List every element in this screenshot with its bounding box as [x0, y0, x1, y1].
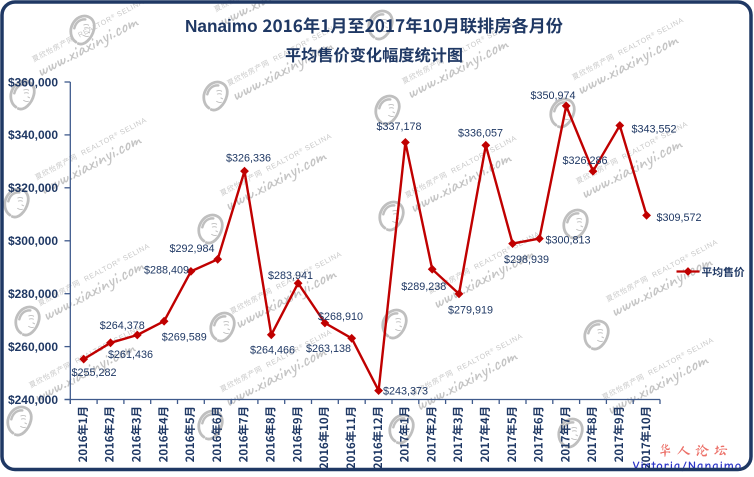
svg-text:$300,813: $300,813	[545, 234, 590, 246]
svg-text:$255,282: $255,282	[71, 367, 116, 379]
svg-text:$279,919: $279,919	[448, 304, 493, 316]
svg-text:$340,000: $340,000	[8, 128, 58, 142]
svg-text:2016年2月: 2016年2月	[102, 406, 118, 462]
svg-text:2017年3月: 2017年3月	[450, 406, 466, 462]
svg-text:$240,000: $240,000	[8, 393, 58, 407]
svg-text:$269,589: $269,589	[162, 331, 207, 343]
svg-text:2016年12月: 2016年12月	[370, 406, 386, 469]
svg-text:$289,238: $289,238	[401, 281, 446, 293]
svg-text:2016年11月: 2016年11月	[343, 406, 359, 469]
svg-text:2017年4月: 2017年4月	[477, 406, 493, 462]
svg-text:华人论坛: 华人论坛	[658, 443, 732, 458]
svg-text:Nanaimo 2016年1月至2017年10月联排房各月份: Nanaimo 2016年1月至2017年10月联排房各月份	[185, 12, 563, 37]
svg-text:$300,000: $300,000	[8, 234, 58, 248]
svg-text:2016年9月: 2016年9月	[289, 406, 305, 462]
svg-text:$263,138: $263,138	[306, 343, 351, 355]
svg-text:2016年3月: 2016年3月	[129, 406, 145, 462]
svg-text:$336,057: $336,057	[458, 128, 503, 140]
svg-text:2016年6月: 2016年6月	[209, 406, 225, 462]
svg-text:$243,373: $243,373	[383, 385, 428, 397]
svg-text:$264,378: $264,378	[100, 320, 145, 332]
svg-text:$292,984: $292,984	[169, 243, 214, 255]
svg-text:$268,910: $268,910	[318, 311, 363, 323]
svg-text:2016年8月: 2016年8月	[263, 406, 279, 462]
svg-text:平均售价变化幅度统计图: 平均售价变化幅度统计图	[285, 42, 463, 66]
svg-text:2017年8月: 2017年8月	[584, 406, 600, 462]
svg-text:$260,000: $260,000	[8, 340, 58, 354]
svg-text:2016年1月: 2016年1月	[75, 406, 91, 462]
svg-text:$337,178: $337,178	[376, 121, 421, 133]
svg-text:2016年7月: 2016年7月	[236, 406, 252, 462]
svg-text:2017年10月: 2017年10月	[638, 406, 654, 469]
svg-text:$343,552: $343,552	[631, 123, 676, 135]
svg-text:$280,000: $280,000	[8, 287, 58, 301]
svg-text:$264,466: $264,466	[250, 344, 295, 356]
svg-text:$326,336: $326,336	[226, 152, 271, 164]
svg-text:2016年10月: 2016年10月	[316, 406, 332, 469]
svg-text:2017年2月: 2017年2月	[423, 406, 439, 462]
svg-text:$350,974: $350,974	[530, 90, 575, 102]
svg-text:$288,409: $288,409	[144, 264, 189, 276]
svg-text:2017年5月: 2017年5月	[504, 406, 520, 462]
svg-text:$298,939: $298,939	[504, 254, 549, 266]
svg-text:$320,000: $320,000	[8, 181, 58, 195]
svg-text:$283,941: $283,941	[268, 270, 313, 282]
svg-text:2017年7月: 2017年7月	[557, 406, 573, 462]
svg-text:平均售价: 平均售价	[702, 264, 745, 280]
svg-text:$309,572: $309,572	[656, 212, 701, 224]
svg-text:2017年6月: 2017年6月	[531, 406, 547, 462]
svg-text:2016年5月: 2016年5月	[182, 406, 198, 462]
svg-text:2016年4月: 2016年4月	[155, 406, 171, 462]
svg-text:$326,286: $326,286	[562, 155, 607, 167]
svg-text:2017年9月: 2017年9月	[611, 406, 627, 462]
svg-text:2017年1月: 2017年1月	[397, 406, 413, 462]
svg-text:$261,436: $261,436	[108, 349, 153, 361]
svg-text:$360,000: $360,000	[8, 75, 58, 89]
